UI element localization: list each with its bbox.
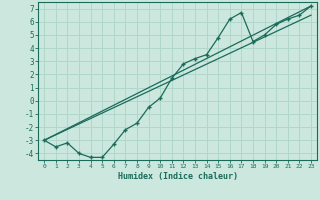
X-axis label: Humidex (Indice chaleur): Humidex (Indice chaleur) <box>118 172 238 181</box>
